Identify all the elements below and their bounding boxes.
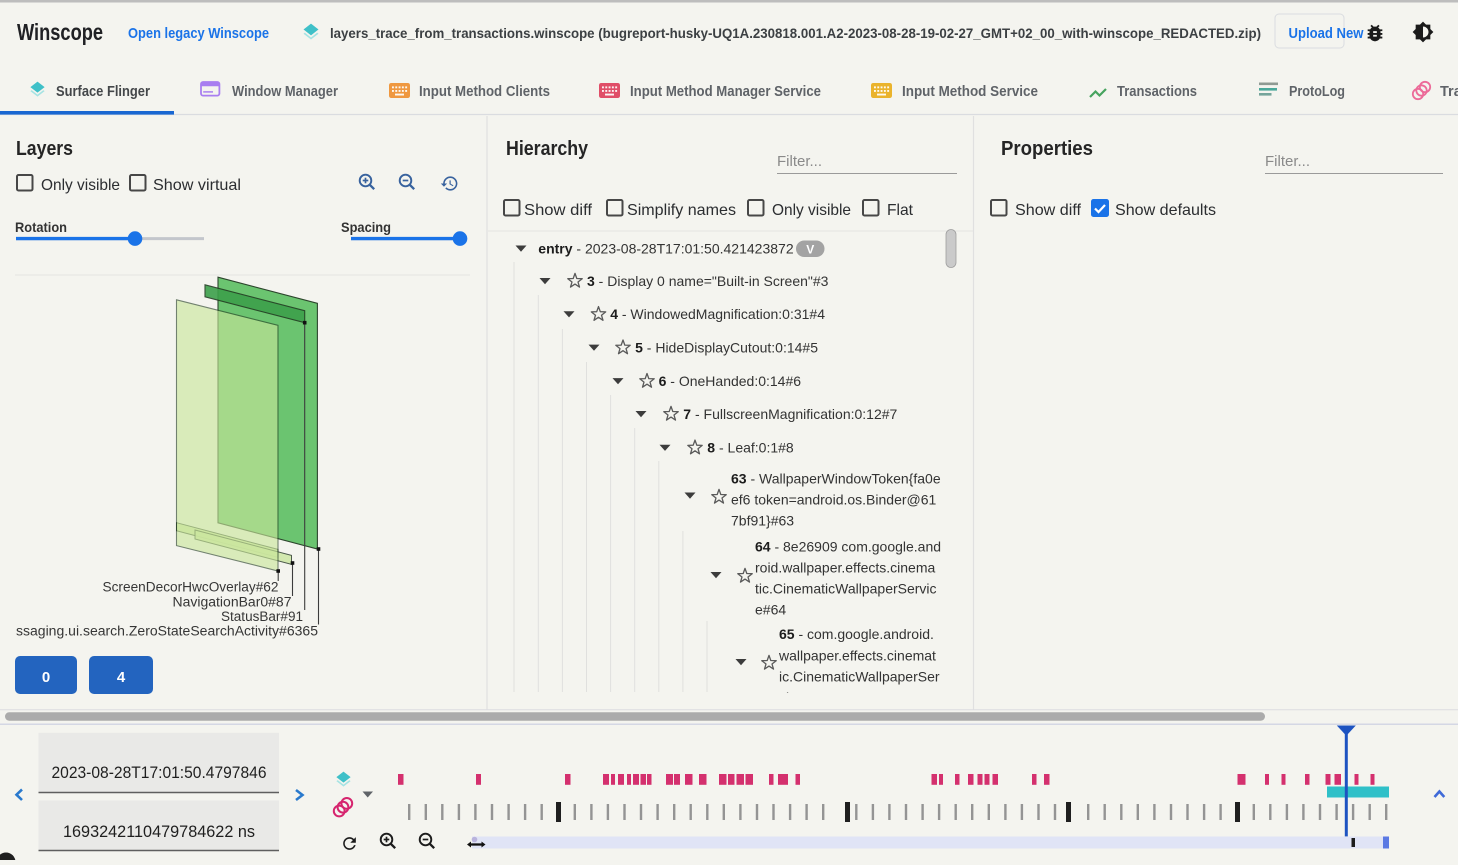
svg-text:2023-08-28T17:01:50.4797846: 2023-08-28T17:01:50.4797846 [52,764,267,782]
svg-text:layers_trace_from_transactions: layers_trace_from_transactions.winscope … [330,25,1261,41]
svg-text:Spacing: Spacing [341,219,391,235]
svg-text:4 - WindowedMagnification:0:31: 4 - WindowedMagnification:0:31#4 [610,306,825,322]
svg-text:entry - 2023-08-28T17:01:50.42: entry - 2023-08-28T17:01:50.421423872 [538,241,794,257]
svg-text:Winscope: Winscope [17,19,103,45]
svg-text:Transactions: Transactions [1117,84,1197,100]
svg-text:Filter...: Filter... [1265,153,1310,170]
svg-text:4: 4 [117,669,126,686]
svg-text:Surface Flinger: Surface Flinger [56,84,150,100]
svg-text:Open legacy Winscope: Open legacy Winscope [128,25,269,42]
svg-text:Properties: Properties [1001,138,1093,160]
svg-text:Only visible: Only visible [772,202,851,219]
svg-text:Rotation: Rotation [15,219,67,235]
svg-text:e#64: e#64 [755,602,786,618]
svg-text:roid.wallpaper.effects.cinema: roid.wallpaper.effects.cinema [755,560,935,576]
svg-text:wallpaper.effects.cinemat: wallpaper.effects.cinemat [778,648,936,664]
svg-text:64 - 8e26909 com.google.and: 64 - 8e26909 com.google.and [755,539,941,555]
svg-text:Simplify names: Simplify names [627,202,736,219]
svg-text:65 - com.google.android.: 65 - com.google.android. [779,626,934,642]
svg-text:5 - HideDisplayCutout:0:14#5: 5 - HideDisplayCutout:0:14#5 [635,340,818,356]
svg-text:Upload New: Upload New [1289,25,1364,42]
svg-text:Show defaults: Show defaults [1115,202,1216,219]
svg-text:vice#65: vice#65 [779,690,827,706]
svg-text:Only visible: Only visible [41,177,120,194]
svg-text:Flat: Flat [887,202,914,219]
svg-text:Input Method Service: Input Method Service [902,84,1038,100]
svg-text:7 - FullscreenMagnification:0:: 7 - FullscreenMagnification:0:12#7 [683,406,897,422]
svg-text:Tra: Tra [1440,84,1458,100]
svg-text:3 - Display 0 name="Built-in S: 3 - Display 0 name="Built-in Screen"#3 [587,273,829,289]
svg-text:63 - WallpaperWindowToken{fa0e: 63 - WallpaperWindowToken{fa0e [731,471,941,487]
svg-text:Input Method Clients: Input Method Clients [419,84,550,100]
svg-text:NavigationBar0#87: NavigationBar0#87 [173,594,292,609]
svg-text:6 - OneHanded:0:14#6: 6 - OneHanded:0:14#6 [659,373,802,389]
svg-text:ef6 token=android.os.Binder@61: ef6 token=android.os.Binder@61 [731,492,937,508]
svg-text:ProtoLog: ProtoLog [1289,84,1345,100]
svg-text:V: V [806,242,814,256]
svg-text:Show diff: Show diff [524,202,593,219]
svg-text:Filter...: Filter... [777,153,822,170]
svg-text:Layers: Layers [16,138,73,160]
svg-text:Window Manager: Window Manager [232,84,338,100]
svg-text:Hierarchy: Hierarchy [506,138,589,160]
svg-text:tic.CinematicWallpaperServic: tic.CinematicWallpaperServic [755,581,937,597]
svg-text:8 - Leaf:0:1#8: 8 - Leaf:0:1#8 [707,440,794,456]
svg-text:ic.CinematicWallpaperSer: ic.CinematicWallpaperSer [779,669,940,685]
svg-text:Input Method Manager Service: Input Method Manager Service [630,84,821,100]
svg-text:0: 0 [42,669,50,686]
svg-text:Show virtual: Show virtual [153,177,241,194]
svg-text:StatusBar#91: StatusBar#91 [221,609,303,624]
svg-text:7bf91}#63: 7bf91}#63 [731,513,794,529]
svg-text:Show diff: Show diff [1015,202,1082,219]
svg-text:ScreenDecorHwcOverlay#62: ScreenDecorHwcOverlay#62 [103,580,279,595]
svg-text:ssaging.ui.search.ZeroStateSea: ssaging.ui.search.ZeroStateSearchActivit… [16,623,318,638]
svg-text:1693242110479784622 ns: 1693242110479784622 ns [63,823,255,841]
